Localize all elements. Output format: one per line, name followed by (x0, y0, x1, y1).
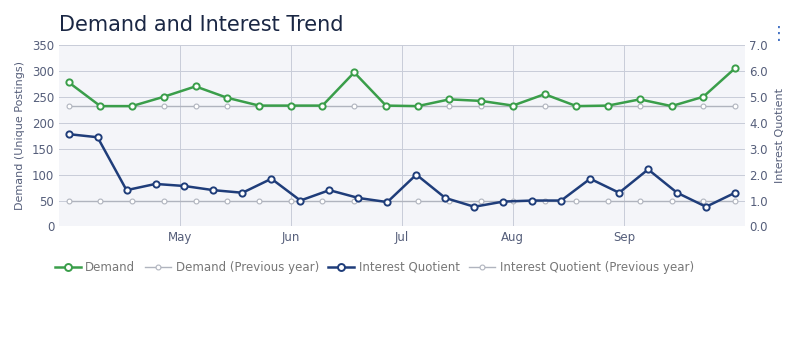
Legend: Demand, Demand (Previous year), Interest Quotient, Interest Quotient (Previous y: Demand, Demand (Previous year), Interest… (50, 256, 699, 279)
Y-axis label: Demand (Unique Postings): Demand (Unique Postings) (15, 61, 25, 210)
Y-axis label: Interest Quotient: Interest Quotient (775, 88, 785, 183)
Text: Demand and Interest Trend: Demand and Interest Trend (59, 15, 343, 35)
Text: ⋮: ⋮ (770, 25, 788, 43)
